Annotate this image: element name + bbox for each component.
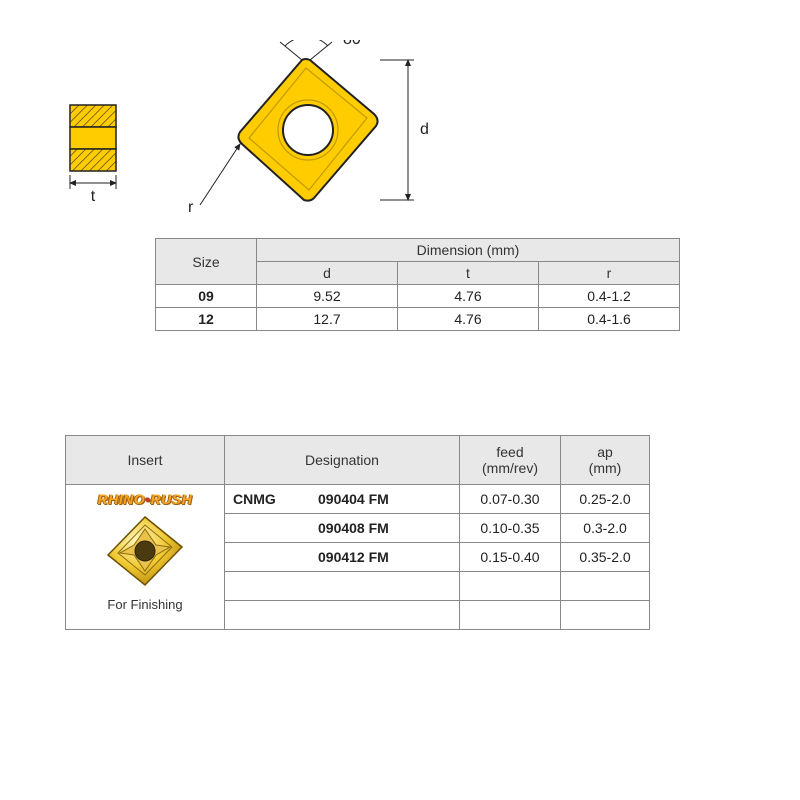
dim-header-r: r xyxy=(539,262,680,285)
cell-feed: 0.07-0.30 xyxy=(460,485,561,514)
cell-t: 4.76 xyxy=(398,308,539,331)
brand-logo: RHINO•RUSH xyxy=(98,491,193,507)
cell-r: 0.4-1.2 xyxy=(539,285,680,308)
insert-table: Insert Designation feed(mm/rev) ap(mm) R… xyxy=(65,435,650,630)
table-row: 12 12.7 4.76 0.4-1.6 xyxy=(156,308,680,331)
cell-d: 9.52 xyxy=(257,285,398,308)
cell-feed: 0.15-0.40 xyxy=(460,543,561,572)
dim-header-size: Size xyxy=(156,239,257,285)
dim-header-dimension: Dimension (mm) xyxy=(257,239,680,262)
dim-header-t: t xyxy=(398,262,539,285)
insert-icon xyxy=(100,511,190,591)
cell-size: 12 xyxy=(156,308,257,331)
insert-diagram: t 80° d r xyxy=(60,40,480,240)
insert-preview-cell: RHINO•RUSH For Finishing xyxy=(66,485,225,630)
r-label: r xyxy=(188,199,194,216)
diagram-area: t 80° d r xyxy=(60,40,460,220)
hdr-insert: Insert xyxy=(66,436,225,485)
cell-code: CNMG xyxy=(225,485,311,514)
cell-d: 12.7 xyxy=(257,308,398,331)
table-row: 09 9.52 4.76 0.4-1.2 xyxy=(156,285,680,308)
cell-t: 4.76 xyxy=(398,285,539,308)
cell-feed: 0.10-0.35 xyxy=(460,514,561,543)
cell-desig: 090404 FM xyxy=(310,485,460,514)
dimension-table: Size Dimension (mm) d t r 09 9.52 4.76 0… xyxy=(155,238,680,331)
cell-ap: 0.25-2.0 xyxy=(561,485,650,514)
cell-ap: 0.3-2.0 xyxy=(561,514,650,543)
hdr-feed: feed(mm/rev) xyxy=(460,436,561,485)
hdr-ap: ap(mm) xyxy=(561,436,650,485)
cell-r: 0.4-1.6 xyxy=(539,308,680,331)
cell-ap: 0.35-2.0 xyxy=(561,543,650,572)
dim-header-d: d xyxy=(257,262,398,285)
table-row: RHINO•RUSH For Finishing xyxy=(66,485,650,514)
cell-desig: 090408 FM xyxy=(310,514,460,543)
cell-desig: 090412 FM xyxy=(310,543,460,572)
hdr-designation: Designation xyxy=(225,436,460,485)
t-label: t xyxy=(91,188,96,205)
cell-size: 09 xyxy=(156,285,257,308)
d-label: d xyxy=(420,121,429,138)
for-finishing-label: For Finishing xyxy=(107,597,182,612)
angle-label: 80° xyxy=(343,40,367,48)
